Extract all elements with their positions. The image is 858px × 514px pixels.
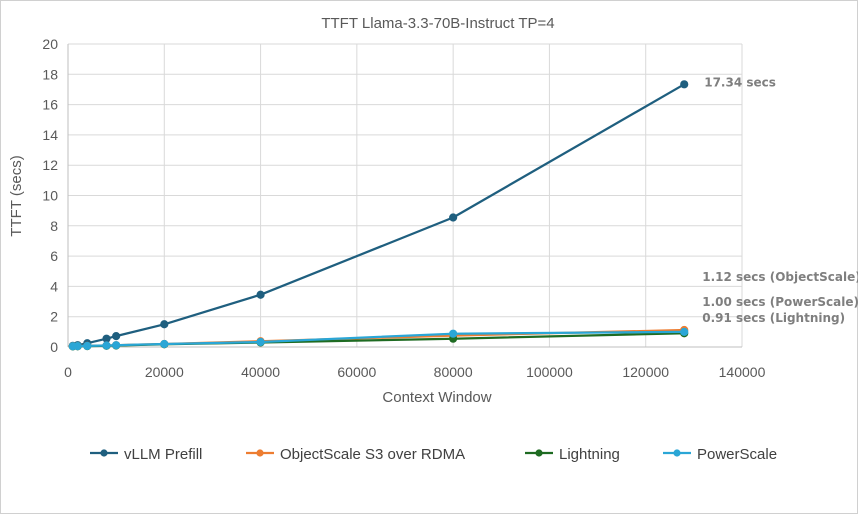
legend-entry: vLLM Prefill	[124, 446, 202, 463]
annotation-layer: 17.34 secs 1.12 secs (ObjectScale) 1.00 se…	[702, 75, 858, 325]
legend-entry: PowerScale	[697, 446, 777, 463]
y-axis-label: TTFT (secs)	[8, 155, 25, 236]
series-point	[160, 320, 169, 329]
legend-marker	[100, 449, 108, 457]
series-point	[680, 327, 689, 336]
y-tick-label: 0	[50, 339, 58, 355]
data-annotation: 17.34 secs	[704, 75, 776, 89]
y-tick-label: 18	[42, 66, 58, 82]
legend-marker	[256, 449, 264, 457]
y-tick-label: 16	[42, 97, 58, 113]
axis-layer: 0 2 4 6 8 10 12 14 16 18 20 0 20000 40000 60000 80000 10…	[42, 36, 765, 380]
x-tick-label: 80000	[434, 364, 473, 380]
series-point	[112, 331, 121, 341]
data-annotation: 1.12 secs (ObjectScale)	[702, 270, 858, 284]
data-annotation: 1.00 secs (PowerScale)	[702, 295, 858, 309]
series-point	[680, 80, 689, 89]
legend-marker	[673, 449, 681, 457]
series-point	[102, 341, 111, 350]
y-tick-label: 2	[50, 309, 58, 325]
series-point	[73, 341, 82, 351]
y-tick-label: 12	[42, 157, 58, 173]
series-layer	[68, 80, 689, 351]
series-point	[256, 290, 265, 299]
x-tick-label: 120000	[622, 364, 669, 380]
x-axis-label: Context Window	[382, 389, 491, 406]
x-tick-label: 40000	[241, 364, 280, 380]
series-point	[256, 337, 265, 347]
data-annotation: 0.91 secs (Lightning)	[702, 311, 845, 325]
series-point	[83, 341, 92, 351]
legend-entry: Lightning	[559, 446, 620, 463]
y-tick-label: 8	[50, 218, 58, 234]
legend-marker	[535, 449, 543, 457]
series-point	[112, 341, 121, 350]
series-point	[102, 334, 111, 343]
legend-entry: ObjectScale S3 over RDMA	[280, 446, 465, 463]
x-tick-label: 60000	[337, 364, 376, 380]
chart-title: TTFT Llama-3.3-70B-Instruct TP=4	[321, 15, 554, 32]
legend: vLLM Prefill ObjectScale S3 over RDMA Ligh…	[90, 446, 777, 463]
y-tick-label: 4	[50, 278, 58, 294]
x-tick-label: 140000	[719, 364, 766, 380]
y-tick-label: 14	[42, 127, 58, 143]
series-point	[160, 339, 169, 349]
x-tick-label: 100000	[526, 364, 573, 380]
y-tick-label: 10	[42, 188, 58, 204]
y-tick-label: 6	[50, 248, 58, 264]
y-tick-label: 20	[42, 36, 58, 52]
series-point	[449, 329, 458, 338]
x-tick-label: 0	[64, 364, 72, 380]
grid-layer	[68, 43, 743, 347]
series-point	[449, 213, 458, 222]
x-tick-label: 20000	[145, 364, 184, 380]
